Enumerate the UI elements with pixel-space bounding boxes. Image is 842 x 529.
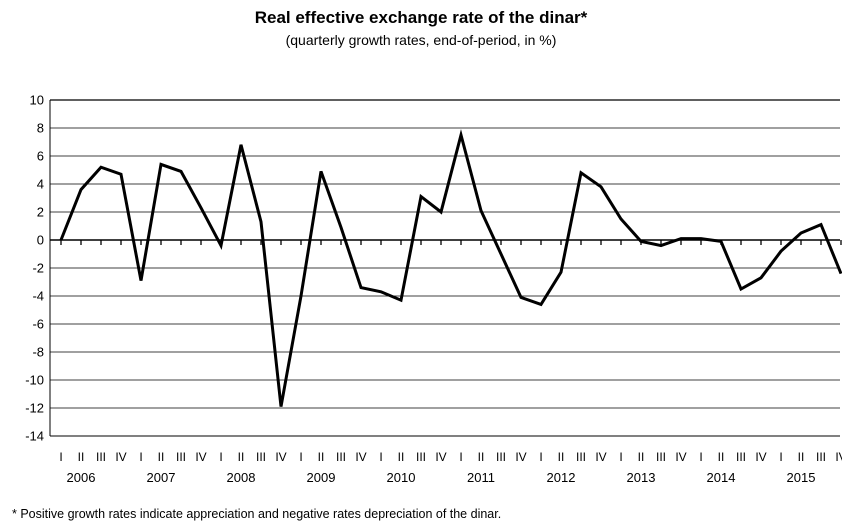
x-quarter-label: IV [115, 450, 126, 464]
x-quarter-label: I [539, 450, 542, 464]
x-quarter-label: III [576, 450, 586, 464]
x-year-label: 2008 [227, 470, 256, 485]
y-tick-label: 8 [37, 121, 44, 136]
y-tick-label: -2 [32, 261, 44, 276]
x-quarter-label: III [96, 450, 106, 464]
y-tick-label: -4 [32, 289, 44, 304]
x-quarter-label: III [336, 450, 346, 464]
x-quarter-label: II [798, 450, 805, 464]
x-year-label: 2011 [467, 470, 495, 485]
x-quarter-label: IV [435, 450, 446, 464]
y-tick-label: -10 [25, 373, 44, 388]
x-quarter-label: IV [515, 450, 526, 464]
chart-title: Real effective exchange rate of the dina… [254, 8, 588, 27]
x-quarter-label: I [139, 450, 142, 464]
x-quarter-label: IV [355, 450, 366, 464]
x-quarter-label: I [699, 450, 702, 464]
y-tick-label: 4 [37, 177, 44, 192]
y-tick-label: 6 [37, 149, 44, 164]
x-quarter-label: II [718, 450, 725, 464]
x-quarter-label: II [158, 450, 165, 464]
x-quarter-label: I [459, 450, 462, 464]
x-quarter-label: I [619, 450, 622, 464]
x-year-label: 2010 [387, 470, 416, 485]
x-quarter-label: IV [595, 450, 606, 464]
series-line [59, 129, 842, 407]
x-year-label: 2009 [307, 470, 336, 485]
y-tick-label: -8 [32, 345, 44, 360]
y-tick-label: -14 [25, 429, 44, 444]
x-quarter-label: I [299, 450, 302, 464]
x-year-label: 2013 [627, 470, 656, 485]
y-tick-label: 0 [37, 233, 44, 248]
x-year-label: 2012 [547, 470, 576, 485]
x-quarter-label: I [59, 450, 62, 464]
x-quarter-label: III [256, 450, 266, 464]
y-tick-label: -12 [25, 401, 44, 416]
x-quarter-label: I [219, 450, 222, 464]
x-year-label: 2007 [147, 470, 176, 485]
y-tick-label: 2 [37, 205, 44, 220]
x-quarter-label: III [736, 450, 746, 464]
x-quarter-label: IV [675, 450, 686, 464]
x-year-label: 2015 [787, 470, 816, 485]
x-quarter-label: IV [275, 450, 286, 464]
x-quarter-label: I [379, 450, 382, 464]
x-quarter-label: I [779, 450, 782, 464]
x-year-label: 2014 [707, 470, 736, 485]
x-quarter-label: II [398, 450, 405, 464]
x-year-label: 2006 [67, 470, 96, 485]
x-quarter-label: IV [755, 450, 766, 464]
chart-footnote: * Positive growth rates indicate appreci… [12, 507, 502, 521]
y-tick-label: -6 [32, 317, 44, 332]
x-quarter-label: II [558, 450, 565, 464]
x-quarter-label: III [496, 450, 506, 464]
x-quarter-label: II [78, 450, 85, 464]
chart-subtitle: (quarterly growth rates, end-of-period, … [285, 32, 557, 48]
x-quarter-label: II [478, 450, 485, 464]
x-quarter-label: II [318, 450, 325, 464]
x-quarter-label: III [176, 450, 186, 464]
x-quarter-label: IV [195, 450, 206, 464]
y-tick-label: 10 [30, 93, 44, 108]
x-quarter-label: III [656, 450, 666, 464]
x-quarter-label: II [238, 450, 245, 464]
x-quarter-label: IV [835, 450, 842, 464]
x-quarter-label: II [638, 450, 645, 464]
x-quarter-label: III [816, 450, 826, 464]
x-quarter-label: III [416, 450, 426, 464]
